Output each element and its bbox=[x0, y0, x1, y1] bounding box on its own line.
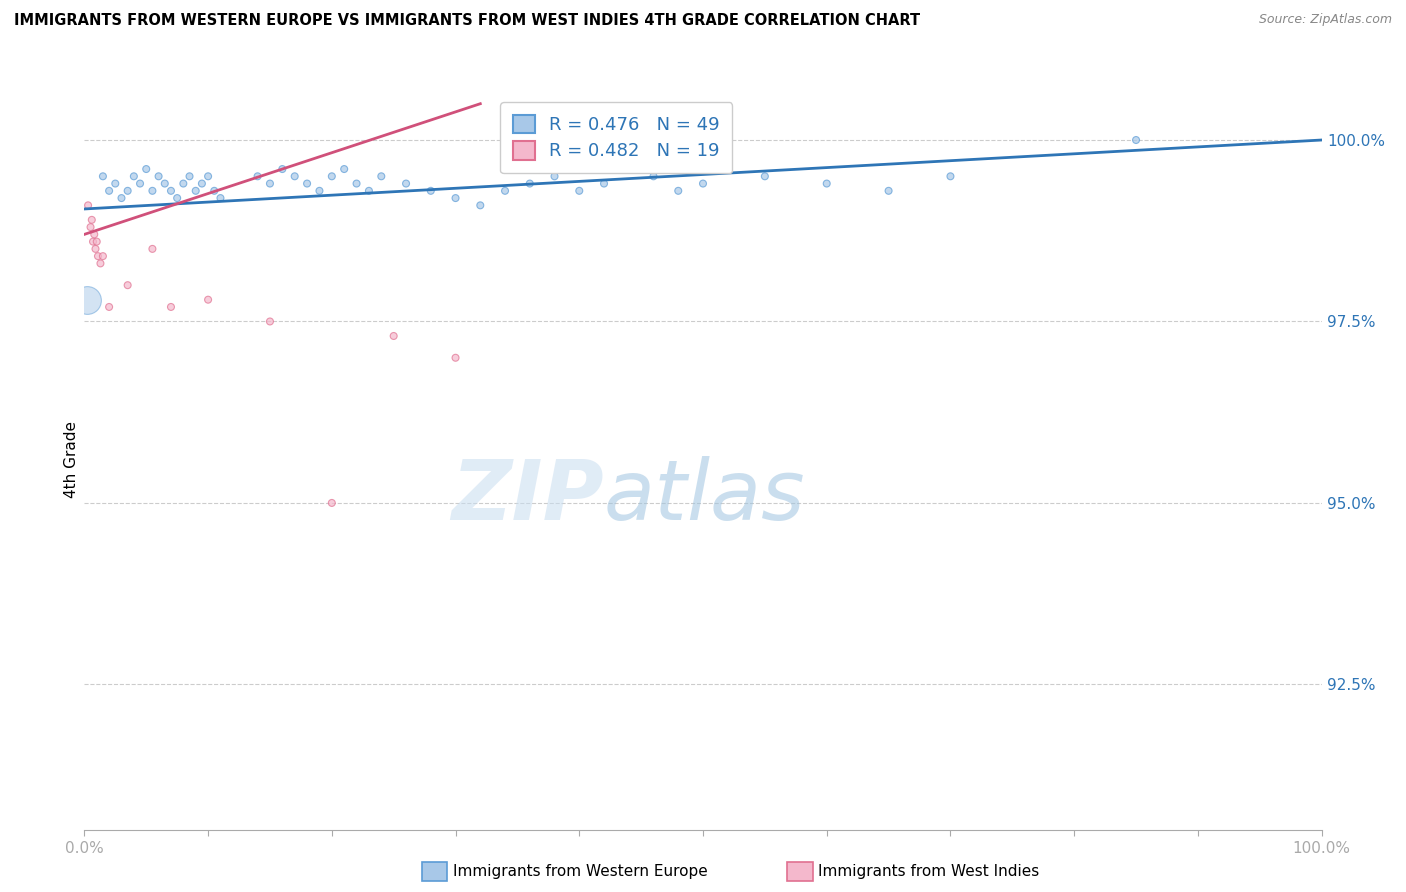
Point bbox=[321, 496, 343, 510]
Point bbox=[160, 184, 183, 198]
Point bbox=[295, 177, 318, 191]
Text: Source: ZipAtlas.com: Source: ZipAtlas.com bbox=[1258, 13, 1392, 27]
Point bbox=[357, 184, 380, 198]
Point bbox=[617, 162, 640, 177]
Point bbox=[197, 169, 219, 184]
Point bbox=[470, 198, 492, 212]
Legend: R = 0.476   N = 49, R = 0.482   N = 19: R = 0.476 N = 49, R = 0.482 N = 19 bbox=[501, 102, 733, 173]
Text: ZIP: ZIP bbox=[451, 456, 605, 537]
Point bbox=[89, 256, 111, 270]
Point bbox=[754, 169, 776, 184]
Point bbox=[104, 177, 127, 191]
Point bbox=[259, 314, 281, 328]
Point bbox=[1125, 133, 1147, 147]
Point bbox=[184, 184, 207, 198]
Y-axis label: 4th Grade: 4th Grade bbox=[63, 421, 79, 498]
Point bbox=[202, 184, 225, 198]
Text: atlas: atlas bbox=[605, 456, 806, 537]
Point bbox=[395, 177, 418, 191]
Point bbox=[179, 169, 201, 184]
Point bbox=[91, 249, 114, 263]
Point bbox=[308, 184, 330, 198]
Point bbox=[246, 169, 269, 184]
Text: IMMIGRANTS FROM WESTERN EUROPE VS IMMIGRANTS FROM WEST INDIES 4TH GRADE CORRELAT: IMMIGRANTS FROM WESTERN EUROPE VS IMMIGR… bbox=[14, 13, 920, 29]
Point bbox=[79, 220, 101, 235]
Point bbox=[346, 177, 368, 191]
Point bbox=[444, 191, 467, 205]
Point bbox=[519, 177, 541, 191]
Point bbox=[259, 177, 281, 191]
Point bbox=[141, 184, 163, 198]
Point bbox=[815, 177, 838, 191]
Point bbox=[82, 235, 104, 249]
Point bbox=[593, 177, 616, 191]
Point bbox=[141, 242, 163, 256]
Point bbox=[148, 169, 170, 184]
Point bbox=[419, 184, 441, 198]
Point bbox=[77, 198, 100, 212]
Point bbox=[494, 184, 516, 198]
Point bbox=[444, 351, 467, 365]
Point bbox=[209, 191, 232, 205]
Point bbox=[666, 184, 689, 198]
Point bbox=[86, 235, 108, 249]
Point bbox=[692, 177, 714, 191]
Point bbox=[160, 300, 183, 314]
Point bbox=[370, 169, 392, 184]
Point bbox=[166, 191, 188, 205]
Point bbox=[98, 184, 121, 198]
Point bbox=[197, 293, 219, 307]
Point bbox=[153, 177, 176, 191]
Point bbox=[191, 177, 214, 191]
Point bbox=[284, 169, 307, 184]
Point bbox=[76, 293, 98, 307]
Point bbox=[543, 169, 565, 184]
Point bbox=[271, 162, 294, 177]
Point bbox=[568, 184, 591, 198]
Point bbox=[110, 191, 132, 205]
Point bbox=[129, 177, 152, 191]
Point bbox=[87, 249, 110, 263]
Point bbox=[877, 184, 900, 198]
Point bbox=[135, 162, 157, 177]
Point bbox=[83, 227, 105, 242]
Text: Immigrants from West Indies: Immigrants from West Indies bbox=[818, 864, 1039, 879]
Point bbox=[643, 169, 665, 184]
Point bbox=[333, 162, 356, 177]
Point bbox=[80, 212, 103, 227]
Point bbox=[84, 242, 107, 256]
Point bbox=[117, 278, 139, 293]
Point bbox=[91, 169, 114, 184]
Point bbox=[321, 169, 343, 184]
Point bbox=[98, 300, 121, 314]
Point bbox=[117, 184, 139, 198]
Text: Immigrants from Western Europe: Immigrants from Western Europe bbox=[453, 864, 707, 879]
Point bbox=[122, 169, 145, 184]
Point bbox=[382, 329, 405, 343]
Point bbox=[939, 169, 962, 184]
Point bbox=[172, 177, 194, 191]
